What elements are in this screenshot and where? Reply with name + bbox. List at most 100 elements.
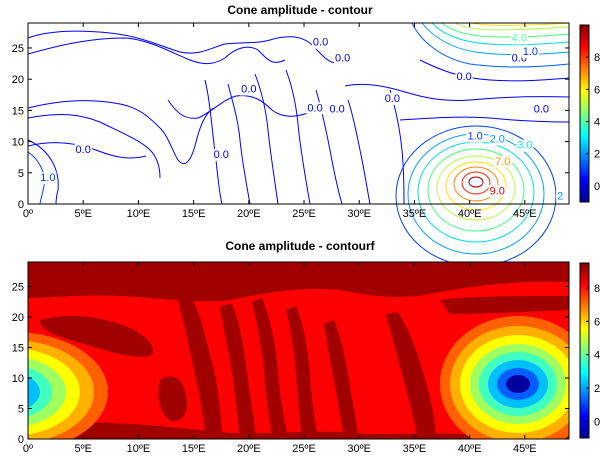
contour-line-nine	[468, 176, 484, 188]
contour-lines	[27, 22, 570, 267]
y-tick-label: 15	[12, 342, 24, 354]
colorbar-tick-label: 2	[594, 149, 600, 161]
contour-line-one	[27, 151, 45, 205]
contour-line-zero	[419, 59, 570, 82]
colorbar-tick-label: 6	[594, 84, 600, 96]
contourf-plot-frame	[27, 261, 570, 440]
y-tick-label: 5	[18, 403, 24, 415]
dark-region	[252, 298, 288, 439]
contour-label-bg	[516, 139, 534, 152]
contour-label-bg	[212, 149, 230, 162]
colorbar-tick-label: 4	[594, 350, 600, 362]
contourf-axes-ticks: 0º 5ºE 10ºE 15ºE 20ºE 25ºE 30ºE 35ºE 40ºE 45ºE 0 5 1…	[12, 262, 569, 455]
contour-label: 2	[557, 190, 563, 202]
x-tick-label: 35ºE	[403, 208, 427, 220]
x-tick-label: 5ºE	[74, 208, 91, 220]
x-tick-label: 5ºE	[74, 443, 91, 455]
contourf-panel: Cone amplitude - contourf	[0, 239, 600, 455]
x-tick-label: 10ºE	[127, 443, 151, 455]
dark-region	[386, 312, 436, 439]
x-tick-label: 45ºE	[513, 208, 537, 220]
contour-label-bg	[383, 92, 401, 105]
contour-label-bg	[306, 102, 324, 115]
x-tick-label: 30ºE	[347, 443, 371, 455]
fill-level-0	[0, 383, 16, 401]
contour-title: Cone amplitude - contour	[227, 3, 373, 17]
y-tick-label: 0	[18, 199, 24, 211]
contour-line-zero	[27, 100, 215, 165]
contour-label-bg	[240, 83, 258, 96]
contourf-colorbar	[579, 262, 590, 439]
x-tick-label: 15ºE	[182, 208, 206, 220]
contour-label-bg	[532, 103, 551, 116]
contour-plot-frame	[27, 22, 570, 205]
contour-label-bg	[311, 36, 330, 49]
contour-line-eight	[461, 171, 491, 195]
dark-region	[220, 304, 256, 439]
fill-level-9	[28, 262, 569, 439]
contour-line-zero	[27, 114, 161, 179]
contourf-title: Cone amplitude - contourf	[225, 239, 375, 253]
x-tick-label: 25ºE	[292, 208, 316, 220]
dark-region	[178, 296, 222, 439]
y-tick-label: 5	[18, 168, 24, 180]
contour-line-zero	[167, 95, 311, 119]
contourf-colorbar-ticks: 0 2 4 6 8	[586, 283, 600, 428]
contour-line-five	[454, 22, 570, 31]
colorbar-tick-label: 4	[594, 117, 600, 129]
contour-line-zero	[27, 139, 59, 205]
contour-line-zero	[347, 99, 371, 205]
colorbar-tick-label: 8	[594, 283, 600, 295]
contour-label: 4.0	[512, 32, 527, 44]
y-tick-label: 0	[18, 434, 24, 446]
contour-label-bg	[488, 133, 506, 146]
contour-label: 3.0	[517, 140, 532, 152]
y-tick-label: 10	[12, 373, 24, 385]
contour-line-five	[436, 155, 516, 221]
x-tick-label: 15ºE	[182, 443, 206, 455]
fill-right-cone	[440, 316, 569, 439]
contour-line-zero	[227, 83, 251, 205]
fill-left-cone	[0, 332, 108, 439]
contour-label-bg	[510, 32, 528, 45]
y-tick-label: 25	[12, 43, 24, 55]
contour-label-bg	[488, 185, 506, 198]
x-tick-label: 40ºE	[458, 208, 482, 220]
contour-label: 9.0	[490, 185, 505, 197]
fill-level-0	[506, 375, 530, 393]
contour-line-seven	[453, 166, 499, 202]
contour-label: 1.0	[468, 130, 483, 142]
x-tick-label: 0º	[23, 208, 33, 220]
contour-label: 7.0	[495, 156, 510, 168]
y-tick-label: 20	[12, 74, 24, 86]
contour-line-six	[471, 22, 570, 26]
x-tick-label: 45ºE	[513, 443, 537, 455]
contour-label-bg	[466, 130, 484, 143]
contour-label: 0.0	[307, 102, 322, 114]
x-tick-label: 35ºE	[403, 443, 427, 455]
contourf-fill	[0, 262, 569, 439]
contour-panel: Cone amplitude - contour	[12, 3, 600, 267]
contour-label: 1.0	[523, 46, 538, 58]
contour-line-two	[421, 22, 570, 56]
contour-label: 0.0	[335, 52, 350, 64]
dark-region	[440, 296, 569, 314]
colorbar-tick-label: 2	[594, 383, 600, 395]
x-tick-label: 30ºE	[347, 208, 371, 220]
contour-line-one	[411, 22, 570, 68]
y-tick-label: 10	[12, 137, 24, 149]
x-tick-label: 40ºE	[458, 443, 482, 455]
contour-label: 0.0	[241, 84, 256, 96]
contour-label: 0.0	[456, 71, 471, 83]
contour-colorbar	[579, 24, 590, 203]
contour-label: 0.0	[313, 37, 328, 49]
x-tick-label: 20ºE	[237, 208, 261, 220]
colorbar-tick-label: 6	[594, 316, 600, 328]
x-tick-label: 25ºE	[292, 443, 316, 455]
contour-plot-bg	[28, 23, 569, 204]
contour-axes-ticks: 0º 5ºE 10ºE 15ºE 20ºE 25ºE 30ºE 35ºE 40ºE 45ºE 0 5 1…	[12, 23, 569, 220]
contour-line-three	[431, 22, 570, 46]
fill-level-2	[28, 376, 40, 408]
colorbar-tick-label: 0	[594, 181, 600, 193]
